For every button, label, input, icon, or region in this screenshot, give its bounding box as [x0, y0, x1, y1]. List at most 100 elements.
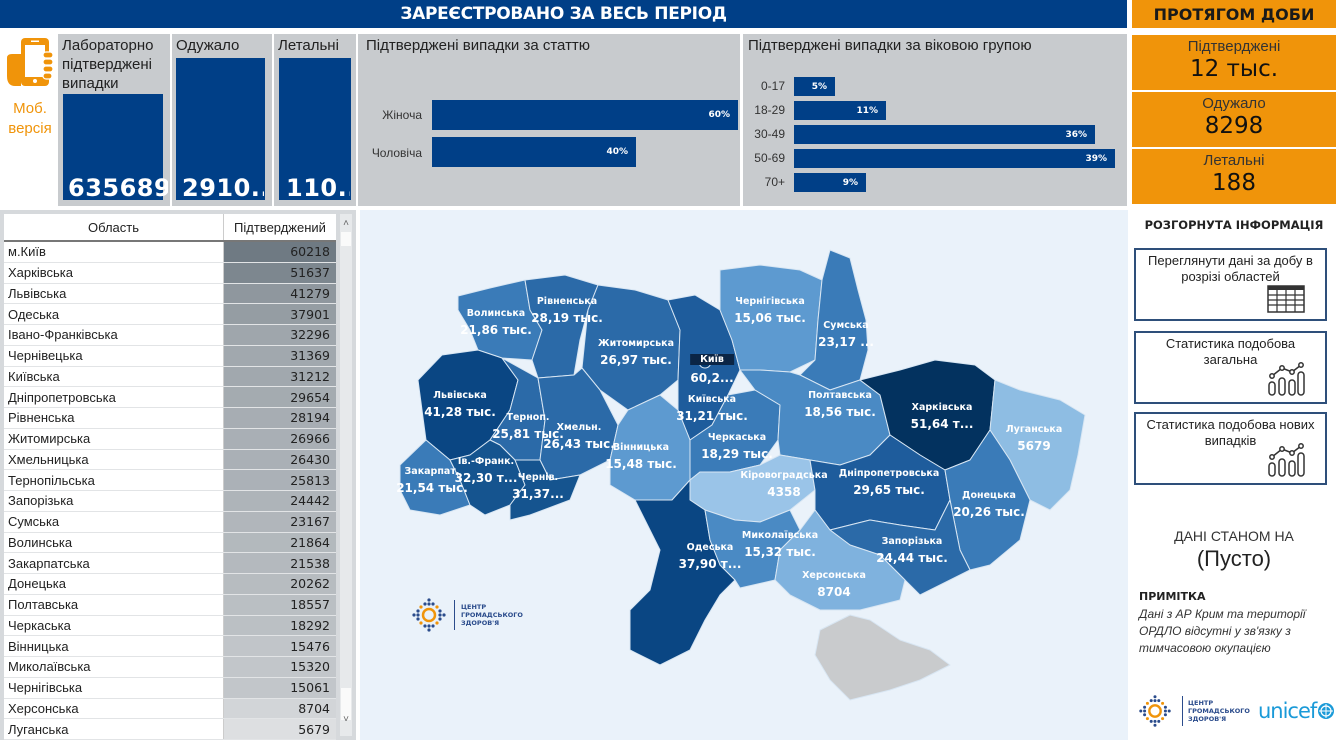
age-bar-70plus[interactable]: 9% — [794, 173, 866, 192]
phc-logo-icon — [1139, 695, 1171, 727]
logo-line: ЦЕНТР — [461, 603, 487, 611]
table-row[interactable]: Дніпропетровська 29654 — [4, 387, 336, 408]
confirmed-count-cell: 21538 — [224, 553, 336, 573]
scroll-down-arrow-icon[interactable]: ˅ — [343, 714, 349, 725]
table-row[interactable]: Запорізька 24442 — [4, 491, 336, 512]
table-scrollbar[interactable]: ˄ ˅ — [340, 214, 352, 736]
table-row[interactable]: Київська 31212 — [4, 366, 336, 388]
age-bar-0-17-label: 5% — [811, 81, 827, 92]
table-row[interactable]: Луганська 5679 — [4, 719, 336, 740]
age-bar-18-29[interactable]: 11% — [794, 101, 886, 120]
map-label-name: Черкаська — [707, 432, 767, 443]
age-label-18-29: 18-29 — [754, 103, 785, 117]
mobile-version-link[interactable]: Моб. версія — [4, 36, 56, 206]
map-label-value: 29,65 тыс. — [853, 483, 925, 497]
gender-bar-male[interactable]: 40% — [432, 137, 636, 167]
map-label-rivnenska[interactable]: Рівненська 28,19 тыс. — [531, 296, 603, 325]
age-bar-0-17[interactable]: 5% — [794, 77, 835, 96]
confirmed-count-cell: 24442 — [224, 491, 336, 511]
map-label-chernihivska[interactable]: Чернігівська 15,06 тыс. — [734, 296, 806, 325]
region-chernihivska — [719, 264, 823, 373]
region-name-cell: Івано-Франківська — [4, 325, 224, 345]
column-header-confirmed[interactable]: Підтверджений — [234, 219, 326, 235]
regions-table: Область Підтверджений м.Київ 60218 Харківс… — [4, 214, 336, 740]
table-row[interactable]: Черкаська 18292 — [4, 615, 336, 637]
table-row[interactable]: Волинська 21864 — [4, 532, 336, 554]
map-label-khmelnytska[interactable]: Хмельн. 26,43 тыс. — [543, 422, 615, 451]
map-label-value: 37,90 т... — [678, 557, 742, 571]
map-label-value: 5679 — [1017, 439, 1051, 453]
map-label-dnipropetrovska[interactable]: Дніпропетровська 29,65 тыс. — [839, 468, 940, 497]
table-row[interactable]: Миколаївська 15320 — [4, 657, 336, 678]
table-row[interactable]: Житомирська 26966 — [4, 428, 336, 450]
map-label-ivano-frankivska[interactable]: Ів.-Франк. 32,30 т... — [455, 456, 518, 485]
table-row[interactable]: Одеська 37901 — [4, 304, 336, 325]
map-label-vinnytska[interactable]: Вінницька 15,48 тыс. — [605, 442, 677, 471]
map-label-ternopilska[interactable]: Терноп. 25,81 тыс. — [492, 412, 564, 441]
table-row[interactable]: Закарпатська 21538 — [4, 553, 336, 574]
table-row[interactable]: Івано-Франківська 32296 — [4, 325, 336, 346]
table-row[interactable]: Сумська 23167 — [4, 511, 336, 533]
table-row[interactable]: Харківська 51637 — [4, 262, 336, 284]
age-bar-30-49[interactable]: 36% — [794, 125, 1095, 144]
map-label-poltavska[interactable]: Полтавська 18,56 тыс. — [804, 390, 876, 419]
table-header: Область Підтверджений — [4, 214, 336, 242]
map-label-kyiv-city[interactable]: Київ 60,2... — [690, 354, 734, 385]
map-label-sumska[interactable]: Сумська 23,17 ... — [818, 320, 874, 349]
map-label-name: Закарпат. — [404, 466, 460, 477]
logo-line: ГРОМАДСЬКОГО — [461, 611, 523, 619]
map-label-odeska[interactable]: Одеська 37,90 т... — [679, 542, 742, 571]
map-label-donetska[interactable]: Донецька 20,26 тыс. — [953, 490, 1025, 519]
column-header-region[interactable]: Область — [4, 214, 224, 240]
map-label-zhytomyrska[interactable]: Житомирська 26,97 тыс. — [598, 338, 674, 367]
map-label-luhanska[interactable]: Луганська 5679 — [1006, 424, 1063, 453]
gender-bar-female[interactable]: 60% — [432, 100, 738, 130]
map-label-kirovohradska[interactable]: Кіровоградська 4358 — [740, 470, 827, 499]
scroll-up-arrow-icon[interactable]: ˄ — [343, 218, 349, 229]
map-label-lvivska[interactable]: Львівська 41,28 тыс. — [424, 390, 496, 419]
table-row[interactable]: Полтавська 18557 — [4, 594, 336, 616]
table-row[interactable]: Рівненська 28194 — [4, 408, 336, 429]
map-label-chernivetska[interactable]: Чернів. 31,37... — [512, 472, 564, 501]
map-label-zakarpatska[interactable]: Закарпат. 21,54 тыс. — [396, 466, 468, 495]
table-row[interactable]: Львівська 41279 — [4, 283, 336, 305]
map-label-khersonska[interactable]: Херсонська 8704 — [802, 570, 866, 599]
age-bar-50-69-label: 39% — [1085, 153, 1107, 164]
map-label-value: 4358 — [767, 485, 801, 499]
scroll-thumb-lower[interactable] — [341, 688, 351, 720]
kpi-recovered-value: 2910... — [182, 174, 264, 202]
table-row[interactable]: Хмельницька 26430 — [4, 449, 336, 471]
age-bar-50-69[interactable]: 39% — [794, 149, 1115, 168]
table-row[interactable]: м.Київ 60218 — [4, 242, 336, 263]
map-label-value: 15,48 тыс. — [605, 457, 677, 471]
map-label-cherkaska[interactable]: Черкаська 18,29 тыс. — [701, 432, 773, 461]
data-as-of-label: ДАНІ СТАНОМ НА — [1174, 528, 1294, 544]
chart-icon — [1268, 362, 1305, 396]
confirmed-count-cell: 23167 — [224, 511, 336, 532]
map-label-name: Хмельн. — [556, 422, 602, 433]
region-khersonska — [774, 509, 906, 611]
daily-stats-general-button[interactable]: Статистика подобова загальна — [1134, 331, 1327, 404]
table-row[interactable]: Чернігівська 15061 — [4, 677, 336, 699]
region-name-cell: Закарпатська — [4, 553, 224, 573]
gender-chart: Підтверджені випадки за статтю Жіноча 60… — [358, 34, 740, 206]
map-label-kharkivska[interactable]: Харківська 51,64 т... — [911, 402, 974, 431]
scroll-thumb[interactable] — [341, 232, 351, 246]
map-label-kyivska[interactable]: Київська 31,21 тыс. — [676, 394, 748, 423]
logo-line: ЗДОРОВ'Я — [461, 619, 500, 627]
table-row[interactable]: Вінницька 15476 — [4, 636, 336, 657]
daily-by-region-button[interactable]: Переглянути дані за добу в розрізі облас… — [1134, 248, 1327, 321]
table-row[interactable]: Тернопільська 25813 — [4, 470, 336, 491]
map-label-zaporizka[interactable]: Запорізька 24,44 тыс. — [876, 536, 948, 565]
daily-confirmed-value: 12 тыс. — [1189, 56, 1279, 82]
table-row[interactable]: Донецька 20262 — [4, 574, 336, 595]
map-label-value: 21,86 тыс. — [460, 323, 532, 337]
map-label-mykolaivska[interactable]: Миколаївська 15,32 тыс. — [742, 530, 818, 559]
table-row[interactable]: Херсонська 8704 — [4, 698, 336, 720]
daily-stats-new-cases-button[interactable]: Статистика подобова нових випадків — [1134, 412, 1327, 485]
map-label-name: Одеська — [686, 542, 734, 553]
confirmed-count-cell: 15320 — [224, 657, 336, 677]
table-row[interactable]: Чернівецька 31369 — [4, 345, 336, 367]
map-label-volynska[interactable]: Волинська 21,86 тыс. — [460, 308, 532, 337]
gender-chart-title: Підтверджені випадки за статтю — [366, 37, 591, 54]
